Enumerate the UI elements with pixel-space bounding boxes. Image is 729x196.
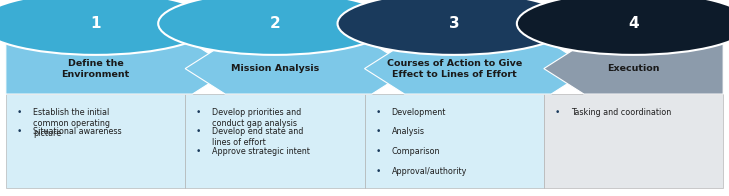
- Text: Tasking and coordination: Tasking and coordination: [571, 108, 671, 117]
- Text: •: •: [375, 127, 381, 136]
- Text: Development: Development: [391, 108, 446, 117]
- Text: Develop priorities and
conduct gap analysis: Develop priorities and conduct gap analy…: [212, 108, 301, 128]
- Text: •: •: [555, 108, 560, 117]
- Text: Courses of Action to Give
Effect to Lines of Effort: Courses of Action to Give Effect to Line…: [386, 59, 522, 79]
- Text: •: •: [375, 108, 381, 117]
- Circle shape: [338, 0, 571, 55]
- Circle shape: [0, 0, 212, 55]
- Text: 1: 1: [90, 16, 101, 31]
- Circle shape: [517, 0, 729, 55]
- Bar: [185, 94, 364, 188]
- Text: 2: 2: [270, 16, 280, 31]
- Polygon shape: [364, 43, 591, 94]
- Text: •: •: [17, 127, 22, 136]
- Text: Execution: Execution: [607, 64, 660, 73]
- Bar: [364, 94, 544, 188]
- Text: 4: 4: [628, 16, 639, 31]
- Text: •: •: [375, 167, 381, 176]
- Text: 3: 3: [449, 16, 459, 31]
- Polygon shape: [544, 43, 723, 94]
- Text: Approval/authority: Approval/authority: [391, 167, 467, 176]
- Text: Develop end state and
lines of effort: Develop end state and lines of effort: [212, 127, 303, 147]
- Text: Analysis: Analysis: [391, 127, 424, 136]
- Text: Mission Analysis: Mission Analysis: [230, 64, 319, 73]
- Text: Situational awareness: Situational awareness: [33, 127, 122, 136]
- Text: Comparison: Comparison: [391, 147, 440, 156]
- Text: •: •: [196, 147, 201, 156]
- Text: •: •: [17, 108, 22, 117]
- Bar: [6, 94, 185, 188]
- Circle shape: [158, 0, 391, 55]
- Polygon shape: [6, 43, 233, 94]
- Text: •: •: [196, 127, 201, 136]
- Text: Define the
Environment: Define the Environment: [61, 59, 130, 79]
- Text: •: •: [196, 108, 201, 117]
- Bar: [544, 94, 723, 188]
- Text: Approve strategic intent: Approve strategic intent: [212, 147, 310, 156]
- Text: •: •: [375, 147, 381, 156]
- Polygon shape: [185, 43, 412, 94]
- Text: Establish the initial
common operating
picture: Establish the initial common operating p…: [33, 108, 110, 138]
